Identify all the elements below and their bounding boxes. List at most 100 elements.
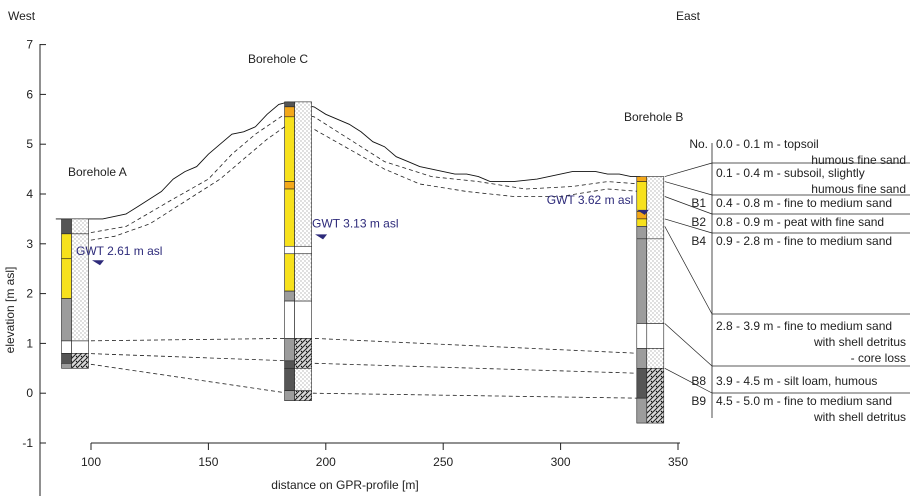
x-axis-label: distance on GPR-profile [m] [271,478,418,492]
borehole-layer [284,360,295,369]
x-tick-label: 300 [551,455,571,469]
legend-connector [664,181,713,196]
y-tick-label: 2 [26,287,33,301]
borehole-layer [71,218,89,235]
interface-line [83,362,641,399]
legend-code: B1 [691,196,706,210]
x-tick-label: 150 [198,455,218,469]
borehole-layer [636,397,648,424]
east-label: East [676,9,701,23]
legend-connector [664,367,713,394]
borehole-layer [284,106,295,118]
borehole-layer [284,101,295,108]
ground-surface-line [55,101,641,220]
borehole: Borehole B GWT 3.62 m asl [547,110,683,424]
legend-row: B1 0.4 - 0.8 m - fine to medium sand [664,196,910,215]
y-tick-label: -1 [22,436,33,450]
x-ticks: 100 150 200 250 300 350 [81,443,688,469]
borehole-layer [61,218,72,235]
legend-connector [664,218,713,234]
gwt-marker-icon [315,234,328,240]
borehole-layer [294,390,312,401]
borehole-layer [61,363,72,369]
borehole-layer [636,181,648,212]
x-tick-label: 200 [316,455,336,469]
borehole-layer [636,226,648,240]
legend-text: 0.9 - 2.8 m - fine to medium sand [716,234,892,248]
legend-text: 0.1 - 0.4 m - subsoil, slightly [716,166,865,180]
borehole-layer [294,101,312,247]
borehole-layer [636,348,648,369]
interface-line [83,111,641,235]
legend-row: 2.8 - 3.9 m - fine to medium sand with sh… [664,319,910,367]
y-tick-label: 3 [26,237,33,251]
borehole-layer [636,323,648,349]
borehole-layer [61,353,72,364]
borehole-layer [636,176,648,182]
gwt-marker-icon [92,260,104,266]
y-tick-label: 6 [26,87,33,101]
borehole-layer [284,290,295,302]
y-tick-label: 4 [26,187,33,201]
legend-connector [664,323,713,367]
legend-text: - core loss [851,351,906,365]
legend-row: B9 4.5 - 5.0 m - fine to medium sand with … [691,394,906,424]
borehole-layer [61,233,72,260]
interface-line [83,353,641,374]
legend-text: 0.8 - 0.9 m - peat with fine sand [716,215,884,229]
legend-connector [664,196,713,215]
borehole-layer [636,367,648,399]
borehole-name: Borehole B [624,110,683,124]
legend-text: humous fine sand [811,182,906,196]
legend-code: B9 [691,394,706,408]
boreholes: Borehole A GWT 2.61 m asl Borehole C GWT 3.… [61,52,683,424]
borehole-layer [284,245,295,255]
legend-text: 2.8 - 3.9 m - fine to medium sand [716,319,892,333]
gwt-label: GWT 2.61 m asl [76,244,162,258]
borehole-layer [61,340,72,354]
borehole-layer [284,181,295,190]
borehole-name: Borehole C [248,52,308,66]
legend-connector [664,162,713,177]
borehole-layer [294,253,312,302]
legend-row: B2 0.8 - 0.9 m - peat with fine sand [664,215,910,234]
gwt-marker-icon [636,209,649,215]
borehole-layer [294,367,312,392]
borehole-layer [646,348,665,369]
legend-connector [664,226,713,315]
borehole-layer [294,300,312,339]
legend-code: B2 [691,215,706,229]
borehole: Borehole C GWT 3.13 m asl [248,52,399,401]
legend-code: B4 [691,234,706,248]
borehole-layer [646,238,665,324]
gwt-label: GWT 3.13 m asl [312,216,398,230]
borehole-layer [71,353,89,369]
borehole-layer [284,300,295,339]
legend-row: B8 3.9 - 4.5 m - silt loam, humous [664,367,910,394]
y-tick-label: 5 [26,137,33,151]
y-axis-label: elevation [m asl] [3,267,17,354]
gwt-label: GWT 3.62 m asl [547,193,633,207]
borehole-layer [284,188,295,247]
legend-text: 4.5 - 5.0 m - fine to medium sand [716,394,892,408]
borehole-layer [61,298,72,342]
borehole-name: Borehole A [68,165,127,179]
legend-text: humous fine sand [811,153,906,167]
borehole-layer [284,116,295,182]
y-tick-label: 7 [26,38,33,52]
borehole-layer [284,367,295,392]
legend-row: B4 0.9 - 2.8 m - fine to medium sand [664,226,910,315]
borehole-layer [284,390,295,401]
x-tick-label: 350 [668,455,688,469]
borehole-layer [294,245,312,255]
y-tick-label: 1 [26,336,33,350]
borehole-layer [646,176,665,240]
interface-line [83,338,641,354]
x-tick-label: 250 [433,455,453,469]
legend-row: 0.1 - 0.4 m - subsoil, slightly humous fi… [664,166,910,196]
legend-text: 3.9 - 4.5 m - silt loam, humous [716,374,877,388]
borehole-layer [284,253,295,292]
legend-header: No. [689,137,708,151]
west-label: West [8,9,36,23]
